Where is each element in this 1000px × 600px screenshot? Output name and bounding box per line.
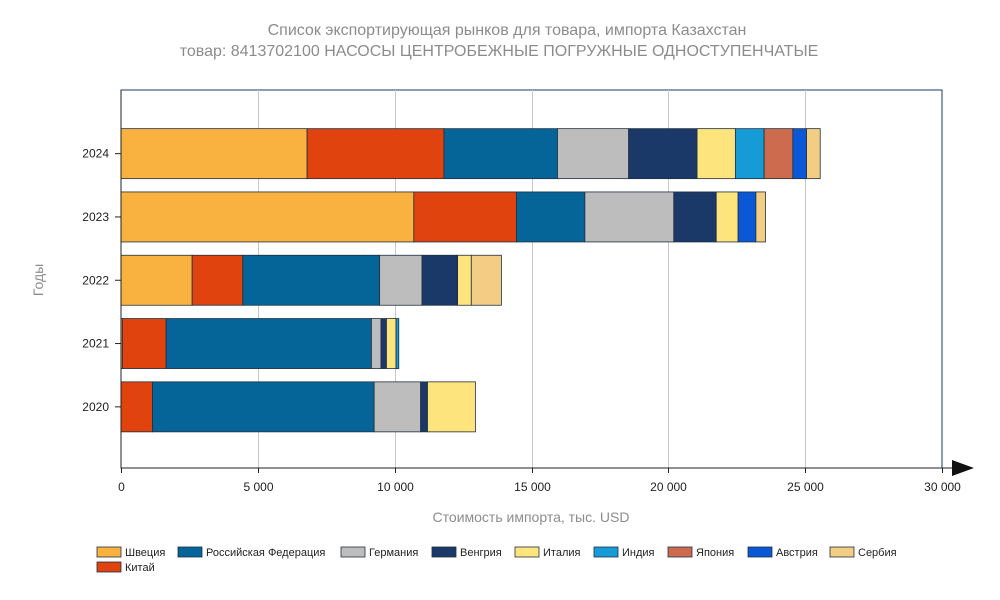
bar-segment	[470, 254, 502, 306]
bar-segment	[191, 254, 244, 306]
bar-segment	[715, 191, 739, 243]
legend-swatch	[340, 546, 366, 558]
bar-segment	[457, 254, 472, 306]
bar-segment	[737, 191, 757, 243]
legend: Швеция Российская Федерация Германия Венгри…	[96, 546, 897, 574]
x-tick-label: 5 000	[243, 480, 273, 494]
bar-segment	[120, 254, 193, 306]
x-ticks: 0 5 000 10 000 15 000 20 000 25 000 30 000	[118, 468, 961, 494]
legend-label: Российская Федерация	[206, 547, 325, 559]
legend-label: Индия	[622, 547, 655, 559]
legend-label: Австрия	[776, 547, 818, 559]
legend-label: Швеция	[125, 547, 165, 559]
bars	[120, 128, 821, 433]
x-tick-label: 20 000	[650, 480, 687, 494]
x-axis-arrow-icon	[952, 460, 974, 476]
bar-segment	[371, 318, 382, 369]
legend-label: Китай	[125, 562, 155, 574]
legend-swatch	[829, 546, 855, 558]
bar-segment	[673, 191, 717, 243]
bar-segment	[242, 254, 381, 306]
x-tick-label: 30 000	[924, 480, 961, 494]
y-tick-label: 2024	[82, 147, 109, 161]
x-tick-label: 15 000	[514, 480, 551, 494]
x-tick-label: 25 000	[787, 480, 824, 494]
bar-segment	[379, 254, 423, 306]
bar-segment	[628, 128, 698, 180]
bar-segment	[120, 381, 153, 433]
bar-segment	[443, 128, 558, 180]
legend-label: Италия	[543, 547, 581, 559]
bar-segment	[792, 128, 807, 180]
bar-segment	[165, 318, 372, 369]
bar-segment	[584, 191, 675, 243]
y-tick-label: 2023	[82, 210, 109, 224]
bar-segment	[121, 318, 167, 369]
bar-segment	[516, 191, 586, 243]
y-tick-label: 2021	[82, 337, 109, 351]
bar-segment	[734, 128, 765, 180]
x-tick-label: 0	[118, 480, 125, 494]
x-tick-label: 10 000	[377, 480, 414, 494]
bar-segment	[413, 191, 517, 243]
legend-swatch	[514, 546, 540, 558]
legend-label: Япония	[696, 547, 734, 559]
bar-segment	[763, 128, 794, 180]
legend-swatch	[177, 546, 203, 558]
y-tick-label: 2022	[82, 273, 109, 287]
bar-segment	[386, 318, 397, 369]
bar-segment	[696, 128, 736, 180]
bar-segment	[557, 128, 630, 180]
legend-swatch	[96, 561, 122, 573]
bar-segment	[120, 128, 308, 180]
y-axis-title: Годы	[30, 264, 46, 296]
legend-label: Венгрия	[460, 547, 502, 559]
bar-segment	[420, 381, 428, 433]
legend-swatch	[667, 546, 693, 558]
legend-swatch	[747, 546, 773, 558]
x-axis-title: Стоимость импорта, тыс. USD	[433, 509, 630, 525]
y-tick-label: 2020	[82, 400, 109, 414]
legend-swatch	[431, 546, 457, 558]
bar-segment	[306, 128, 445, 180]
bar-segment	[755, 191, 766, 243]
bar-segment	[421, 254, 459, 306]
bar-segment	[395, 318, 400, 369]
legend-label: Сербия	[858, 547, 897, 559]
legend-label: Германия	[369, 547, 418, 559]
chart-title: Список экспортирующая рынков для товара,…	[268, 22, 747, 39]
bar-segment	[380, 318, 387, 369]
bar-segment	[373, 381, 422, 433]
bar-segment	[120, 191, 415, 243]
legend-swatch	[96, 546, 122, 558]
legend-swatch	[593, 546, 619, 558]
bar-segment	[427, 381, 476, 433]
bar-segment	[806, 128, 821, 180]
chart-subtitle: товар: 8413702100 НАСОСЫ ЦЕНТРОБЕЖНЫЕ ПО…	[180, 43, 819, 60]
y-ticks: 2024 2023 2022 2021 2020	[82, 147, 121, 414]
bar-segment	[152, 381, 375, 433]
